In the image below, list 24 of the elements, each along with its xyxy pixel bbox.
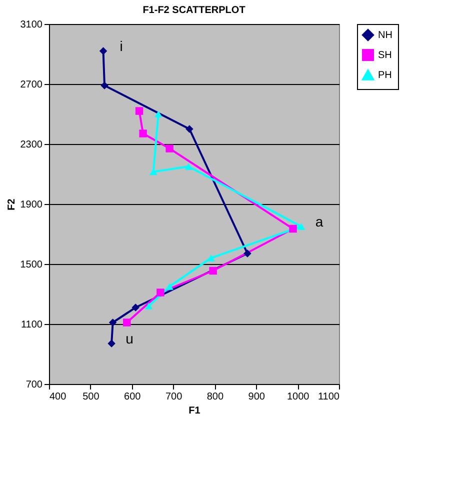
annotation: u: [126, 330, 134, 346]
y-tick-label: 2300: [20, 140, 43, 150]
x-tick-label: 500: [82, 392, 100, 402]
x-tick-label: 900: [248, 392, 266, 402]
x-tick-label: 1000: [286, 392, 310, 402]
y-tick-label: 700: [26, 380, 43, 390]
x-tick-label: 800: [206, 392, 224, 402]
x-tick-label: 600: [124, 392, 142, 402]
y-tick-label: 3100: [20, 20, 43, 30]
y-axis-title: F2: [6, 198, 18, 210]
x-axis-title: F1: [188, 406, 201, 416]
y-tick-label: 1100: [20, 320, 43, 330]
y-tick-label: 2700: [20, 80, 43, 90]
y-tick-label: 1900: [20, 200, 43, 210]
x-tick-label: 700: [165, 392, 183, 402]
annotation: i: [120, 38, 123, 54]
legend-label: SH: [378, 50, 392, 61]
legend-label: NH: [378, 30, 392, 41]
y-tick-label: 1500: [20, 260, 43, 270]
x-tick-label: 400: [50, 392, 67, 402]
x-tick-label: 1100: [318, 392, 340, 402]
legend-label: PH: [378, 70, 392, 81]
annotation: a: [315, 214, 324, 230]
chart-title: F1-F2 SCATTERPLOT: [142, 5, 246, 16]
